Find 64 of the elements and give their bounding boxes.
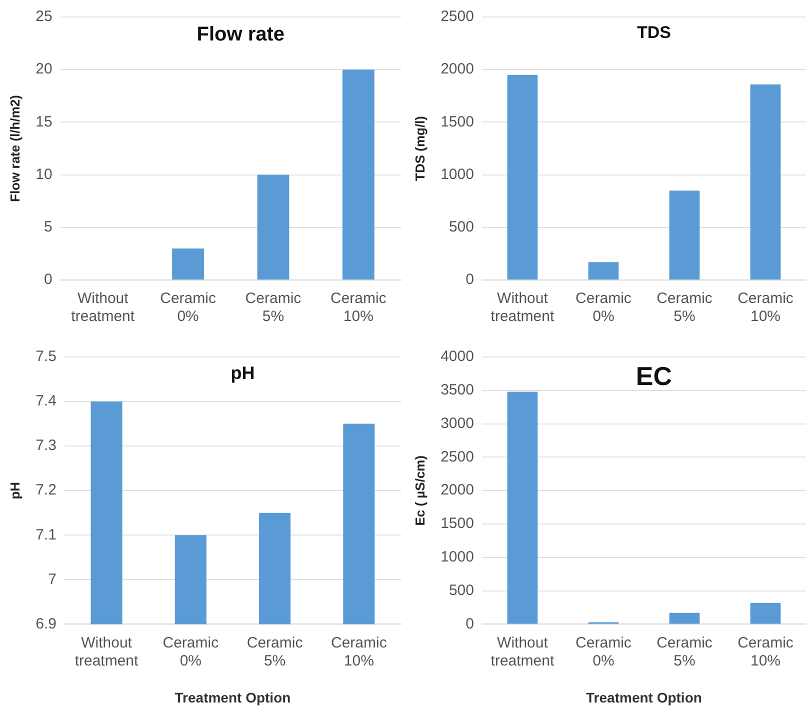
x-tick-label: Ceramic 5% <box>656 634 713 670</box>
x-axis-title: Treatment Option <box>586 689 702 706</box>
y-tick-label: 1000 <box>440 166 474 183</box>
x-tick-label: Ceramic 0% <box>162 634 220 670</box>
y-tick-label: 4000 <box>440 348 474 366</box>
y-axis-title: pH <box>7 482 22 500</box>
bar <box>507 392 538 624</box>
bar <box>257 174 290 280</box>
x-tick-label: Ceramic 10% <box>738 634 794 670</box>
y-tick-label: 0 <box>466 615 474 632</box>
y-tick-label: 1500 <box>440 113 474 130</box>
bar <box>172 248 204 280</box>
y-tick-label: 500 <box>448 582 474 599</box>
y-tick-label: 3500 <box>440 382 474 399</box>
bar <box>342 70 374 280</box>
x-tick-label: Without treatment <box>74 634 140 670</box>
x-tick-label: Without treatment <box>490 634 555 670</box>
bar <box>588 262 619 280</box>
x-tick-label: Ceramic 5% <box>245 290 302 326</box>
y-tick-label: 2500 <box>440 448 474 466</box>
y-axis-title: TDS (mg/l) <box>412 116 428 181</box>
y-tick-label: 2500 <box>440 8 474 26</box>
y-tick-label: 7.4 <box>36 392 56 410</box>
x-tick-label: Ceramic 5% <box>656 290 713 326</box>
y-axis-title: Flow rate (l/h/m2) <box>7 95 22 202</box>
x-tick-label: Ceramic 0% <box>576 290 632 326</box>
y-tick-label: 7.2 <box>36 482 56 499</box>
y-tick-label: 25 <box>36 8 52 26</box>
y-tick-label: 0 <box>466 271 474 288</box>
y-tick-label: 10 <box>36 166 52 183</box>
y-tick-label: 0 <box>44 271 52 288</box>
y-tick-label: 20 <box>36 60 52 78</box>
x-axis-title: Treatment Option <box>174 689 291 706</box>
y-tick-label: 500 <box>448 218 474 236</box>
y-tick-label: 7.1 <box>36 526 56 544</box>
x-tick-label: Ceramic 0% <box>160 290 216 326</box>
y-tick-label: 7.5 <box>36 348 56 366</box>
y-tick-label: 2000 <box>440 60 474 78</box>
y-tick-label: 6.9 <box>36 615 56 632</box>
bar <box>750 84 781 280</box>
y-tick-label: 15 <box>36 113 52 130</box>
chart-title: Flow rate <box>196 24 285 46</box>
x-tick-label: Ceramic 10% <box>738 290 794 326</box>
x-tick-label: Ceramic 10% <box>331 634 388 670</box>
x-tick-label: Ceramic 0% <box>576 634 632 670</box>
y-tick-label: 3000 <box>440 414 474 432</box>
chart-title: pH <box>230 362 255 383</box>
y-tick-label: 1000 <box>440 548 474 566</box>
y-tick-label: 7.3 <box>36 437 56 454</box>
chart-title: TDS <box>636 23 671 42</box>
bar <box>750 602 781 624</box>
x-tick-label: Without treatment <box>71 290 136 326</box>
y-tick-label: 2000 <box>440 482 474 499</box>
y-axis-title: Ec ( µS/cm) <box>412 455 428 526</box>
bar <box>669 612 700 624</box>
y-tick-label: 7 <box>48 570 56 588</box>
x-tick-label: Without treatment <box>490 290 555 326</box>
bar <box>669 190 700 280</box>
x-tick-label: Ceramic 5% <box>246 634 304 670</box>
y-tick-label: 5 <box>44 218 52 236</box>
chart-title: EC <box>636 361 672 392</box>
x-tick-label: Ceramic 10% <box>330 290 387 326</box>
bar <box>507 74 538 280</box>
y-tick-label: 1500 <box>440 515 474 532</box>
